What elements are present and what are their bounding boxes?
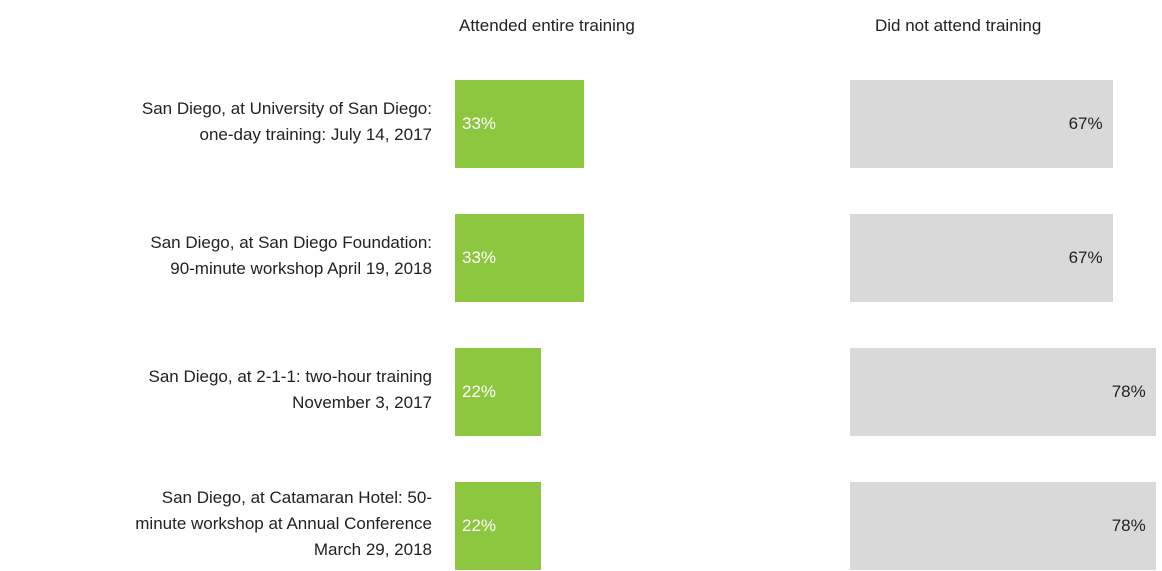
bar [850,348,1156,436]
category-label: San Diego, at San Diego Foundation: 90-m… [150,233,432,278]
value-label: 33% [462,114,497,133]
bar [850,214,1113,302]
category-label: San Diego, at University of San Diego: o… [141,99,432,144]
value-label: 67% [1068,114,1103,133]
value-label: 33% [462,248,497,267]
value-label: 78% [1111,382,1146,401]
category-label: San Diego, at 2-1-1: two-hour training N… [148,367,433,412]
series-header: Attended entire training [459,16,635,35]
bar [850,482,1156,570]
bar [455,482,542,570]
series-header: Did not attend training [875,16,1042,35]
value-label: 67% [1068,248,1103,267]
value-label: 22% [462,382,497,401]
bar [455,348,542,436]
category-label: San Diego, at Catamaran Hotel: 50- minut… [135,488,432,559]
value-label: 22% [462,516,497,535]
bar [455,214,585,302]
bar [455,80,585,168]
bar [850,80,1113,168]
value-label: 78% [1111,516,1146,535]
